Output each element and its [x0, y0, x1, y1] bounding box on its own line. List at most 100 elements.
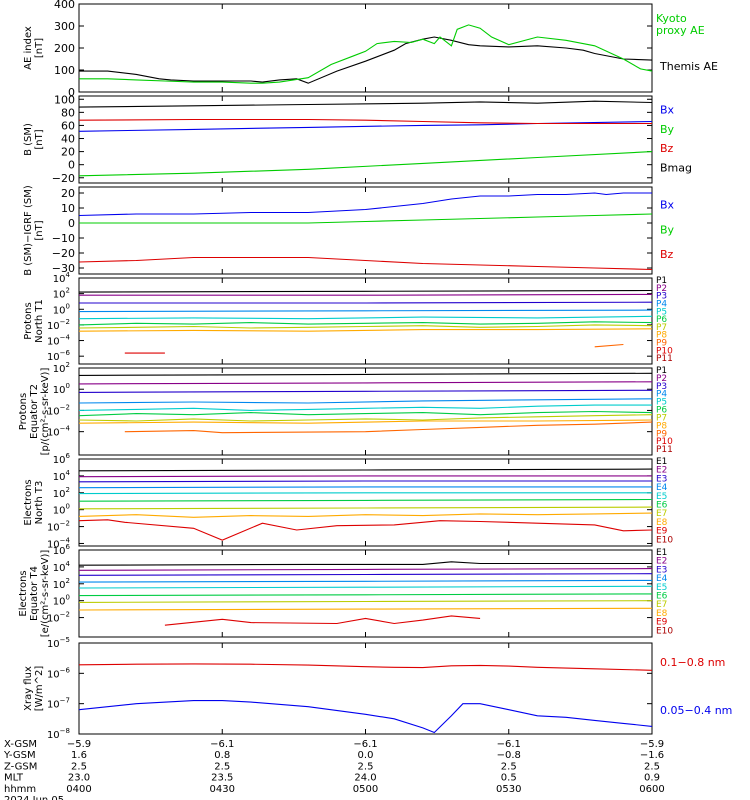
plot-frame	[78, 642, 653, 735]
y-axis-label: Protons	[18, 393, 29, 430]
legend-entry: E3	[656, 565, 667, 575]
series-line-p3	[79, 301, 653, 304]
legend-entry: P1	[656, 366, 667, 376]
series-line-e1	[78, 561, 652, 566]
y-tick-exponent: 0	[66, 503, 70, 511]
legend-entry: By	[660, 223, 675, 236]
y-tick-exponent: −4	[60, 425, 71, 433]
y-tick-exponent: −5	[60, 636, 70, 644]
y-tick-label: 100	[53, 302, 70, 316]
y-tick-exponent: 0	[66, 382, 70, 390]
y-axis-label: Protons	[23, 302, 34, 339]
y-tick-label: −30	[52, 262, 75, 275]
legend-entry: P2	[656, 374, 667, 384]
x-axis-row-label: Z-GSM	[4, 761, 37, 772]
y-tick-exponent: 2	[66, 287, 70, 295]
series-line-themisae	[79, 36, 653, 84]
x-axis-value: 0500	[353, 784, 378, 795]
series-line-p5	[78, 404, 652, 411]
y-axis-label: [p/(cm²-s-sr-keV)]	[40, 368, 51, 456]
y-tick-exponent: −7	[60, 697, 70, 705]
legend-entry: 0.05−0.4 nm	[660, 704, 732, 717]
y-axis-label: B (SM)	[23, 123, 34, 156]
y-axis-label: [nT]	[34, 220, 45, 240]
y-tick-exponent: −4	[60, 536, 71, 544]
x-axis-value: 2.5	[501, 761, 517, 772]
series-line-e1	[78, 468, 653, 472]
series-line-p8	[78, 419, 653, 424]
y-tick-label: 100	[53, 382, 70, 396]
series-line-e5	[78, 492, 652, 495]
x-axis-value: 0530	[496, 784, 521, 795]
legend-entry: P4	[656, 299, 667, 309]
legend-entry: Bz	[660, 248, 674, 261]
legend-entry: P10	[656, 437, 673, 447]
y-tick-label: 104	[53, 469, 71, 483]
series-line-bx	[78, 192, 652, 217]
y-tick-exponent: 2	[66, 361, 70, 369]
legend-entry: P2	[656, 284, 667, 294]
y-tick-label: 10−4	[47, 334, 71, 348]
legend-entry: E10	[656, 535, 673, 545]
y-tick-exponent: −8	[60, 727, 70, 735]
series-line-p7	[78, 414, 653, 422]
x-axis-value: 23.5	[211, 773, 233, 784]
x-axis-value: −6.1	[353, 739, 377, 750]
y-tick-exponent: 2	[66, 577, 70, 585]
x-axis-value: −5.9	[67, 739, 91, 750]
y-axis-label: North T3	[34, 481, 45, 525]
y-tick-label: 10−7	[47, 697, 70, 711]
legend-entry: E1	[656, 548, 667, 558]
legend-entry: E8	[656, 518, 668, 528]
series-line-e5	[78, 585, 653, 589]
legend-entry: P9	[656, 339, 667, 349]
x-axis-value: −6.1	[210, 739, 234, 750]
y-tick-label: 104	[53, 271, 71, 285]
series-line-bmag	[78, 100, 653, 108]
legend-entry: E8	[656, 609, 668, 619]
plot-frame	[78, 458, 653, 547]
legend-entry: E6	[656, 501, 668, 511]
legend-entry: E1	[656, 457, 667, 467]
x-axis-value: 0.5	[501, 773, 517, 784]
y-axis-label: B (SM)−IGRF (SM)	[23, 185, 34, 276]
legend-entry: P5	[656, 307, 667, 317]
y-tick-label: 100	[54, 64, 75, 77]
series-line-e6	[78, 593, 653, 597]
x-axis-value: 23.0	[68, 773, 90, 784]
y-axis-label: AE index	[23, 26, 34, 70]
legend-entry: P7	[656, 413, 667, 423]
series-line-p9	[124, 421, 653, 434]
y-tick-exponent: 0	[66, 594, 70, 602]
legend-entry: E6	[656, 592, 668, 602]
y-tick-exponent: −6	[60, 666, 71, 674]
y-tick-exponent: 4	[66, 560, 71, 568]
x-axis-row-label: MLT	[4, 773, 24, 784]
x-axis-value: 1.6	[71, 750, 87, 761]
y-tick-exponent: −2	[60, 318, 70, 326]
y-tick-label: 100	[53, 594, 70, 608]
y-tick-label: 102	[53, 361, 70, 375]
legend-entry: E4	[656, 483, 668, 493]
series-line-p4	[78, 398, 653, 404]
y-tick-exponent: −4	[60, 334, 71, 342]
y-tick-label: 100	[53, 503, 70, 517]
y-tick-label: 80	[61, 106, 75, 119]
legend-entry: P11	[656, 445, 673, 455]
series-line-e8	[78, 512, 653, 518]
series-line-p9	[594, 343, 624, 348]
x-axis-value: −6.1	[497, 739, 521, 750]
series-line-by	[79, 213, 653, 224]
x-axis-row-label: Y-GSM	[3, 750, 36, 761]
series-line-p5	[78, 315, 653, 320]
y-tick-label: 10−2	[47, 318, 70, 332]
series-line-e9	[164, 615, 481, 626]
y-axis-label: Electrons	[18, 570, 29, 616]
series-line-e4	[78, 579, 653, 583]
series-line-e2	[78, 568, 653, 571]
legend-entry: proxy AE	[656, 24, 705, 37]
